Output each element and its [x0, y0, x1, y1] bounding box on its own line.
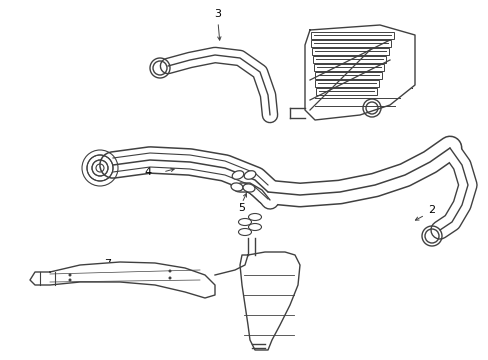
- Ellipse shape: [238, 219, 251, 225]
- Ellipse shape: [238, 229, 251, 235]
- Polygon shape: [30, 262, 215, 298]
- Bar: [312, 55, 386, 63]
- Bar: [311, 40, 390, 46]
- Ellipse shape: [243, 184, 254, 192]
- Text: 7: 7: [104, 259, 111, 269]
- Circle shape: [168, 276, 171, 279]
- Bar: [315, 87, 376, 95]
- Text: 4: 4: [144, 167, 151, 177]
- Ellipse shape: [232, 171, 244, 179]
- Ellipse shape: [244, 171, 255, 179]
- Ellipse shape: [248, 213, 261, 220]
- Bar: [313, 63, 383, 71]
- Circle shape: [68, 274, 71, 276]
- Polygon shape: [240, 252, 299, 350]
- Text: 1: 1: [406, 81, 413, 91]
- Text: 2: 2: [427, 205, 435, 215]
- Bar: [315, 80, 378, 86]
- Circle shape: [168, 270, 171, 273]
- Bar: [311, 48, 388, 54]
- Bar: [310, 32, 393, 39]
- Polygon shape: [305, 25, 414, 120]
- Circle shape: [68, 279, 71, 282]
- Ellipse shape: [230, 183, 243, 191]
- Bar: [314, 72, 381, 78]
- Text: 6: 6: [281, 262, 288, 272]
- Text: 3: 3: [214, 9, 221, 19]
- Ellipse shape: [248, 224, 261, 230]
- Text: 5: 5: [238, 203, 245, 213]
